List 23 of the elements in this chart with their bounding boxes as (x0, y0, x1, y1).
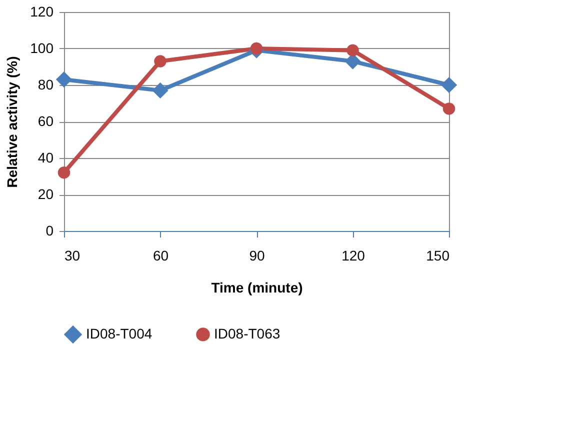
y-tick-label: 0 (46, 222, 54, 238)
x-tick-label: 120 (342, 248, 366, 264)
x-tick-label: 30 (64, 248, 80, 264)
point (56, 71, 72, 88)
y-tick-label: 100 (30, 40, 54, 56)
y-tick-label: 40 (38, 150, 54, 166)
legend-label: ID08-T063 (214, 325, 280, 342)
point (346, 44, 359, 56)
point (154, 55, 166, 68)
x-tick-label: 90 (249, 248, 265, 264)
y-tick-label: 80 (38, 76, 54, 92)
x-axis-title: Time (minute) (211, 280, 303, 296)
y-tick-label: 20 (38, 186, 54, 202)
point (152, 82, 168, 99)
point (440, 76, 458, 94)
x-tick-label: 60 (152, 248, 169, 264)
point (442, 102, 456, 115)
x-tick-label: 150 (426, 248, 450, 264)
y-tick-label: 120 (30, 4, 54, 20)
point (58, 166, 70, 179)
legend-label: ID08-T004 (86, 325, 152, 342)
y-axis-title: Relative activity (%) (4, 56, 20, 188)
y-tick-label: 60 (38, 113, 54, 129)
